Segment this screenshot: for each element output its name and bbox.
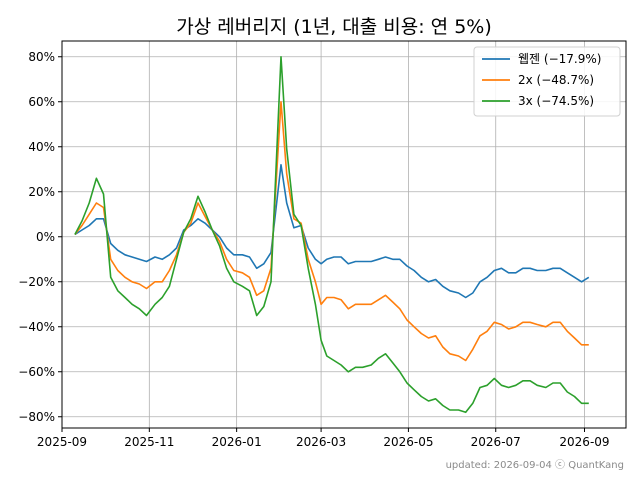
legend-label-1: 웹젠 (−17.9%) (518, 52, 601, 66)
legend: 웹젠 (−17.9%) 2x (−48.7%) 3x (−74.5%) (473, 46, 621, 117)
y-tick-label: −60% (18, 365, 55, 379)
x-tick-label: 2026-07 (471, 435, 521, 449)
y-tick-label: 0% (36, 230, 55, 244)
x-tick-label: 2026-09 (559, 435, 609, 449)
x-tick-label: 2026-01 (212, 435, 262, 449)
chart-title: 가상 레버리지 (1년, 대출 비용: 연 5%) (176, 16, 492, 38)
y-axis: 80% 60% 40% 20% 0% −20% −40% −60% −80% (18, 50, 62, 424)
y-tick-label: −20% (18, 275, 55, 289)
series-line-1 (74, 164, 590, 299)
x-tick-label: 2025-11 (124, 435, 174, 449)
footer-note: updated: 2026-09-04 ⓒ QuantKang (446, 459, 624, 471)
x-tick-label: 2026-05 (383, 435, 433, 449)
legend-label-2: 2x (−48.7%) (518, 73, 594, 87)
y-tick-label: 80% (28, 50, 55, 64)
legend-label-3: 3x (−74.5%) (518, 94, 594, 108)
y-tick-label: 20% (28, 185, 55, 199)
x-axis: 2025-09 2025-11 2026-01 2026-03 2026-05 2026-… (37, 428, 610, 449)
y-tick-label: −80% (18, 410, 55, 424)
plot-frame (61, 40, 627, 429)
series-line-3 (74, 55, 589, 414)
series-lines (74, 55, 590, 414)
x-tick-label: 2026-03 (296, 435, 346, 449)
x-tick-label: 2025-09 (37, 435, 87, 449)
y-tick-label: 40% (28, 140, 55, 154)
legend-box (473, 46, 621, 117)
y-tick-label: 60% (28, 95, 55, 109)
series-line-2 (74, 101, 589, 362)
y-tick-label: −40% (18, 320, 55, 334)
